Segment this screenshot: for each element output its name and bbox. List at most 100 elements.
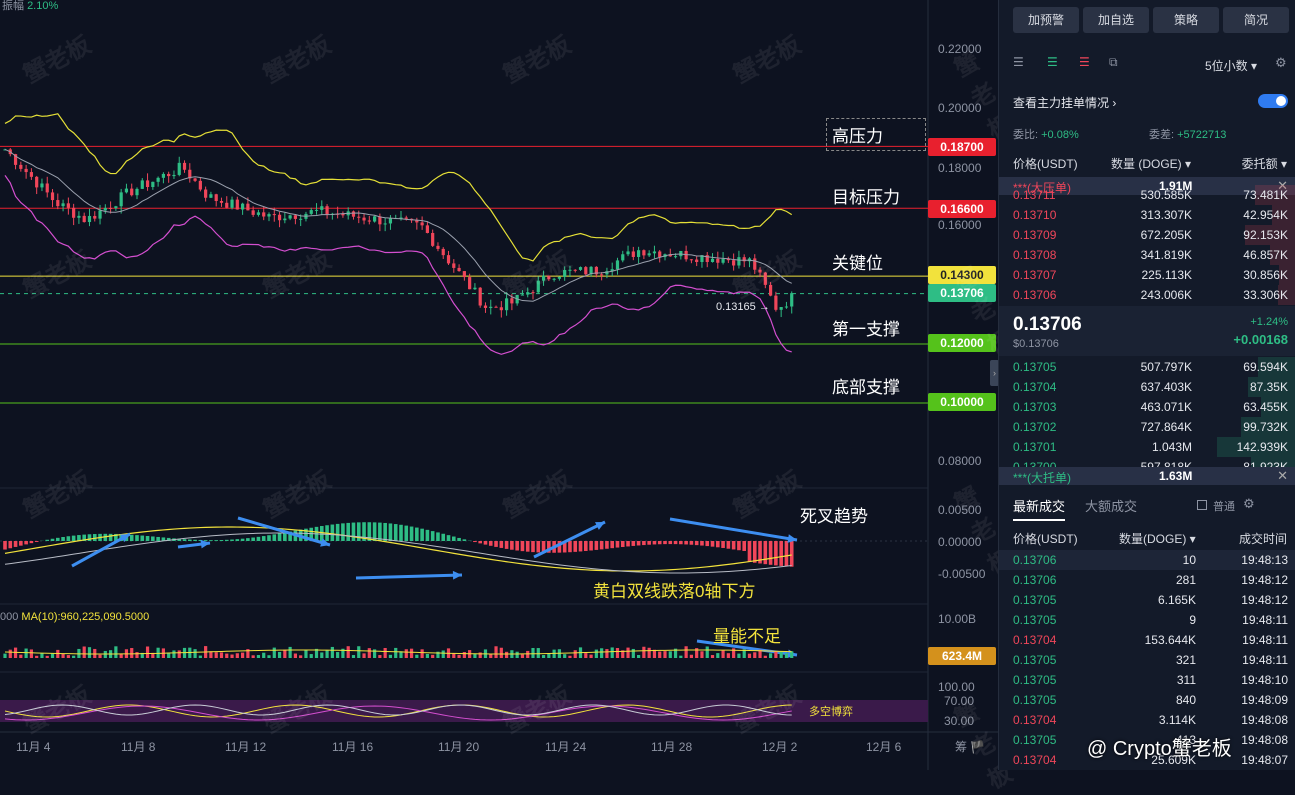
trades-settings-icon[interactable]: ⚙ xyxy=(1243,496,1255,512)
candle-body xyxy=(35,177,38,188)
label-support-1: 第一支撑 xyxy=(832,315,900,340)
add-alert-button[interactable]: 加预警 xyxy=(1013,7,1079,33)
tab-large-trades[interactable]: 大额成交 xyxy=(1085,496,1137,515)
total-cell: 19:48:09 xyxy=(1241,693,1288,707)
qty-cell: 530.585K xyxy=(1141,188,1192,202)
macd-histogram-bar xyxy=(700,541,704,546)
trade-time-header: 成交时间 xyxy=(1239,530,1287,547)
macd-histogram-bar xyxy=(753,541,757,563)
ma-readout: 000 MA(10):960,225,090.5000 xyxy=(0,611,149,623)
book-bids-icon[interactable]: ☰ xyxy=(1047,55,1058,69)
normal-checkbox[interactable] xyxy=(1197,500,1207,510)
popout-icon[interactable]: ⧉ xyxy=(1109,55,1118,70)
candle-body xyxy=(151,182,154,187)
volume-bar xyxy=(616,648,619,658)
col-qty-header[interactable]: 数量 (DOGE) ▾ xyxy=(1111,155,1191,172)
candle-body xyxy=(289,215,292,218)
candle-body xyxy=(431,233,434,246)
total-cell: 19:48:12 xyxy=(1241,593,1288,607)
total-cell: 46.857K xyxy=(1243,248,1288,262)
volume-bar xyxy=(526,651,529,658)
tab-latest-trades[interactable]: 最新成交 xyxy=(1013,496,1065,521)
overview-button[interactable]: 简况 xyxy=(1223,7,1289,33)
candle-body xyxy=(93,216,96,219)
price-cell: 0.13706 xyxy=(1013,573,1056,587)
annotation-macd: 黄白双线跌落0轴下方 xyxy=(593,577,755,602)
total-cell: 19:48:11 xyxy=(1242,653,1288,667)
macd-histogram-bar xyxy=(626,541,630,546)
trade-qty-header[interactable]: 数量(DOGE) ▾ xyxy=(1119,530,1196,547)
macd-histogram-bar xyxy=(14,541,18,547)
volume-tick: 10.00B xyxy=(938,612,976,626)
chip-distribution-toggle[interactable]: 筹 🏴 xyxy=(955,738,985,755)
precision-select[interactable]: 5位小数 ▾ xyxy=(1205,57,1257,74)
volume-bar xyxy=(241,653,244,658)
volume-bar xyxy=(72,656,75,658)
add-watchlist-button[interactable]: 加自选 xyxy=(1083,7,1149,33)
chart-area[interactable]: 振幅 2.10% 0.22000 0.20000 0.18000 0.16000… xyxy=(0,0,998,770)
close-icon[interactable]: ✕ xyxy=(1277,468,1288,484)
qty-cell: 840 xyxy=(1176,693,1196,707)
price-cell: 0.13706 xyxy=(1013,288,1056,302)
price-cell: 0.13705 xyxy=(1013,613,1056,627)
qty-cell: 225.113K xyxy=(1142,268,1193,282)
annotation-death-cross: 死叉趋势 xyxy=(800,502,868,527)
candle-body xyxy=(436,246,439,249)
macd-histogram-bar xyxy=(653,541,657,544)
candle-body xyxy=(146,180,149,187)
macd-histogram-bar xyxy=(690,541,694,545)
normal-checkbox-label: 普通 xyxy=(1213,498,1235,514)
macd-histogram-bar xyxy=(478,541,482,543)
settings-icon[interactable]: ⚙ xyxy=(1275,55,1287,71)
volume-bar xyxy=(40,653,43,658)
current-price-badge: 0.13706 xyxy=(928,284,996,302)
candle-body xyxy=(230,200,233,208)
date-tick: 11月 8 xyxy=(121,738,155,755)
volume-bar xyxy=(394,648,397,658)
main-orders-toggle[interactable] xyxy=(1258,94,1288,108)
macd-histogram-bar xyxy=(716,541,720,547)
col-total-header[interactable]: 委托额 ▾ xyxy=(1242,155,1287,172)
macd-histogram-bar xyxy=(88,534,92,541)
book-both-icon[interactable]: ☰ xyxy=(1013,55,1033,73)
volume-bar xyxy=(632,649,635,658)
macd-histogram-bar xyxy=(426,530,430,541)
macd-histogram-bar xyxy=(246,538,250,541)
volume-bar xyxy=(310,654,313,658)
book-asks-icon[interactable]: ☰ xyxy=(1079,55,1090,69)
price-cell: 0.13710 xyxy=(1013,208,1056,222)
macd-histogram-bar xyxy=(383,523,387,541)
macd-histogram-bar xyxy=(521,541,525,551)
candle-body xyxy=(310,210,313,214)
order-book-panel: 加预警 加自选 策略 简况 ☰ ☰ ☰ ⧉ 5位小数 ▾ ⚙ 查看主力挂单情况 … xyxy=(998,0,1295,770)
trade-price-header: 价格(USDT) xyxy=(1013,530,1078,547)
strategy-button[interactable]: 策略 xyxy=(1153,7,1219,33)
candle-body xyxy=(785,307,788,308)
macd-histogram-bar xyxy=(420,529,424,541)
main-orders-link[interactable]: 查看主力挂单情况 › xyxy=(1013,94,1116,111)
candle-body xyxy=(695,260,698,262)
volume-bar xyxy=(700,651,703,658)
macd-histogram-bar xyxy=(394,524,398,541)
macd-histogram-bar xyxy=(573,541,577,552)
